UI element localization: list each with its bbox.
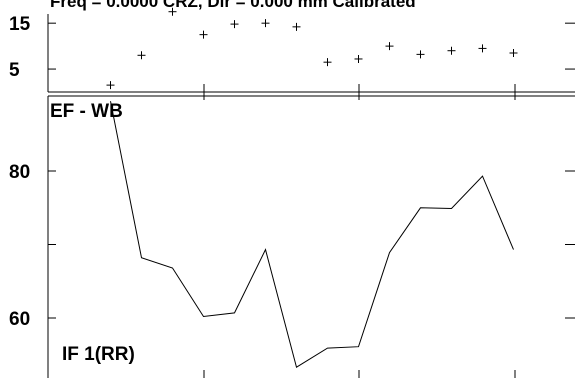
header-text: Freq = 0.0000 CRZ, Dir = 0.000 mm Calibr… [50, 0, 416, 11]
bottom-y-tick-label: 60 [9, 309, 30, 330]
scatter-point [292, 22, 301, 31]
scatter-point [354, 54, 363, 63]
scatter-point [416, 50, 425, 59]
scatter-point [137, 51, 146, 60]
scatter-point [168, 7, 177, 16]
scatter-point [199, 30, 208, 39]
scatter-point [385, 42, 394, 51]
scatter-point [230, 20, 239, 29]
scatter-point [261, 19, 270, 28]
top-y-tick-label: 5 [9, 60, 20, 81]
scatter-point [478, 44, 487, 53]
bottom-panel: 60 80 EF - WB IF 1(RR) [9, 95, 575, 378]
scatter-point [106, 81, 115, 90]
scatter-point [447, 46, 456, 55]
scatter-point [323, 58, 332, 67]
top-y-tick-label: 15 [9, 14, 31, 35]
scatter-point [509, 49, 518, 57]
series-line [110, 101, 514, 368]
bottom-panel-title: EF - WB [50, 101, 123, 122]
bottom-panel-subtitle: IF 1(RR) [62, 344, 135, 365]
bottom-y-tick-label: 80 [9, 162, 30, 183]
top-panel: 5 15 [9, 7, 575, 100]
